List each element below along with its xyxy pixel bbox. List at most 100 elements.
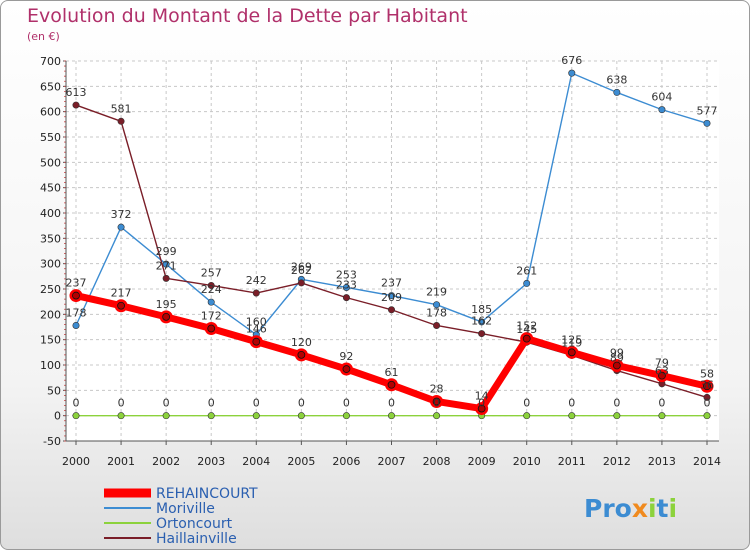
data-point-core-rehaincourt-2011 [567,348,576,357]
data-point-core-rehaincourt-2000 [72,291,80,300]
x-tick-label-2000: 2000 [62,455,90,468]
data-point-moriville-2013 [658,106,666,114]
data-label-haillainville-2003: 257 [201,266,222,279]
data-point-haillainville-2004 [252,289,260,297]
y-tick-label-350: 350 [40,232,61,245]
data-point-moriville-2002 [162,260,170,268]
data-label-rehaincourt-2005: 120 [291,336,312,349]
data-label-rehaincourt-2011: 125 [561,333,582,346]
data-point-core-rehaincourt-2001 [117,301,125,310]
data-label-haillainville-2002: 271 [156,259,177,272]
y-tick-label-450: 450 [40,182,61,195]
data-point-haillainville-2006 [342,294,350,302]
chart-title: Evolution du Montant de la Dette par Hab… [27,5,468,27]
data-point-ortoncourt-2008 [433,412,441,420]
data-label-rehaincourt-2007: 61 [385,366,399,379]
data-label-rehaincourt-2004: 146 [246,323,267,336]
data-point-moriville-2000 [72,321,80,329]
data-point-ortoncourt-2001 [117,412,125,420]
logo-part-i2: i [669,494,678,523]
legend-label-ortoncourt: Ortoncourt [156,516,233,532]
data-point-ortoncourt-2000 [72,412,80,420]
data-point-haillainville-2014 [703,393,711,401]
data-point-ortoncourt-2003 [207,412,215,420]
data-point-moriville-2001 [117,223,125,231]
y-tick-label-150: 150 [40,334,61,347]
data-label-rehaincourt-2013: 79 [655,357,669,370]
data-point-moriville-2012 [613,88,621,96]
y-tick-label-600: 600 [40,106,61,119]
data-point-core-rehaincourt-2003 [207,324,216,333]
data-point-core-rehaincourt-2006 [342,365,351,373]
svg-text:Proxiti: Proxiti [584,494,677,523]
y-tick-label-100: 100 [40,359,61,372]
data-label-ortoncourt-2014: 0 [704,397,711,410]
data-label-moriville-2014: 577 [697,104,718,117]
data-label-moriville-2005: 269 [291,260,312,273]
data-label-ortoncourt-2011: 0 [568,397,575,410]
data-point-ortoncourt-2014 [703,412,711,420]
axes: -50 0 50 100 150 200 250 300 350 400 450 500 550 600 6… [40,55,721,468]
data-label-haillainville-2014: 36 [700,378,714,391]
proxiti-logo: Proxiti [584,494,677,523]
data-label-ortoncourt-2008: 0 [433,397,440,410]
chart-unit: (en €) [27,30,60,43]
data-label-moriville-2007: 237 [381,277,402,290]
x-tick-label-2011: 2011 [558,455,586,468]
data-label-moriville-2012: 638 [606,73,627,86]
data-point-ortoncourt-2004 [252,412,260,420]
data-label-moriville-2008: 219 [426,286,447,299]
data-point-haillainville-2001 [117,117,125,125]
data-label-ortoncourt-2003: 0 [208,397,215,410]
data-point-moriville-2006 [342,283,350,291]
y-tick-label-500: 500 [40,156,61,169]
data-label-ortoncourt-2007: 0 [388,397,395,410]
data-label-ortoncourt-2000: 0 [73,397,80,410]
legend-label-moriville: Moriville [156,501,215,517]
data-label-rehaincourt-2002: 195 [156,298,177,311]
data-label-rehaincourt-2001: 217 [111,287,132,300]
data-label-haillainville-2012: 89 [610,352,624,365]
data-label-ortoncourt-2004: 0 [253,397,260,410]
y-tick-label-550: 550 [40,131,61,144]
data-point-haillainville-2008 [433,321,441,329]
data-point-core-rehaincourt-2005 [297,350,306,359]
data-point-haillainville-2009 [478,330,486,338]
data-label-ortoncourt-2012: 0 [613,397,620,410]
data-point-moriville-2003 [207,298,215,306]
data-label-moriville-2004: 160 [246,316,267,329]
data-point-ortoncourt-2006 [342,412,350,420]
data-label-moriville-2011: 676 [561,54,582,67]
x-tick-label-2012: 2012 [603,455,631,468]
x-tick-label-2002: 2002 [152,455,180,468]
data-point-core-rehaincourt-2013 [658,371,666,380]
data-point-haillainville-2002 [162,274,170,282]
data-label-rehaincourt-2010: 152 [516,320,537,333]
x-tick-label-2006: 2006 [332,455,360,468]
data-point-core-rehaincourt-2008 [432,397,441,406]
data-label-rehaincourt-2003: 172 [201,310,222,323]
data-label-haillainville-2010: 145 [516,323,537,336]
data-label-ortoncourt-2005: 0 [298,397,305,410]
data-point-moriville-2007 [387,292,395,300]
data-label-ortoncourt-2002: 0 [163,397,170,410]
data-label-haillainville-2004: 242 [246,274,267,287]
data-label-haillainville-2001: 581 [111,102,132,115]
y-tick-label-50: 50 [47,384,61,397]
series-layer [69,69,714,420]
data-label-haillainville-2008: 178 [426,306,447,319]
x-tick-label-2005: 2005 [287,455,315,468]
data-label-haillainville-2007: 209 [381,291,402,304]
data-label-haillainville-2000: 613 [66,86,87,99]
data-point-core-rehaincourt-2004 [252,337,261,346]
data-label-moriville-2010: 261 [516,264,537,277]
y-tick-label-700: 700 [40,55,61,68]
data-point-ortoncourt-2007 [387,412,395,420]
y-tick-label-0: 0 [54,410,61,423]
data-label-ortoncourt-2001: 0 [118,397,125,410]
legend-label-rehaincourt: REHAINCOURT [156,486,258,502]
data-label-haillainville-2013: 63 [655,365,669,378]
data-label-ortoncourt-2013: 0 [658,397,665,410]
